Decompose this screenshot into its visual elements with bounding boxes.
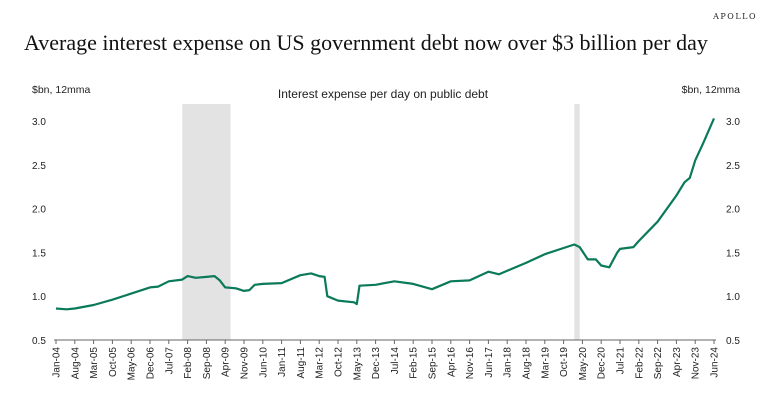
x-tick-label: Aug-11 [296,347,307,379]
y-tick-label-left: 0.5 [32,336,46,347]
x-tick-label: Jun-10 [258,347,269,378]
x-tick-label: Aug-04 [70,347,81,380]
chart-title: Interest expense per day on public debt [278,87,489,101]
x-tick-label: Dec-13 [371,347,382,380]
y-axis-label-right: $bn, 12mma [682,84,741,96]
y-ticks-left: 0.5 1.0 1.5 2.0 2.5 3.0 [32,117,46,347]
x-tick-label: Oct-05 [108,347,119,377]
x-tick-label: Sep-15 [428,347,439,380]
series-line [55,117,716,311]
y-tick-label-left: 1.0 [32,292,46,303]
recession-shade [182,104,231,340]
x-tick-label: Apr-16 [446,347,457,377]
x-tick-label: Nov-16 [465,347,476,380]
x-tick-label: Oct-12 [334,347,345,377]
x-tick-label: Sep-08 [202,347,213,380]
y-tick-label-left: 2.0 [32,205,46,216]
x-tick-label: Dec-06 [146,347,157,380]
x-tick-label: Jul-07 [164,347,175,375]
x-tick-label: Feb-08 [183,347,194,379]
x-ticks: Jan-04 Aug-04 Mar-05 Oct-05 May-06 Dec-06 Jul-… [52,340,721,380]
x-tick-label: Jun-17 [484,347,495,378]
x-tick-label: May-13 [352,347,363,381]
x-tick-label: Jun-24 [710,347,721,378]
y-ticks-right: 0.5 1.0 1.5 2.0 2.5 3.0 [726,117,740,347]
page-title: Average interest expense on US governmen… [24,30,708,55]
recession-shade [574,104,580,340]
apollo-logo: APOLLO [713,12,757,21]
y-tick-label-left: 1.5 [32,248,46,259]
y-tick-label-right: 1.0 [726,292,740,303]
x-tick-label: Dec-20 [597,347,608,380]
x-tick-label: Feb-22 [634,347,645,379]
x-tick-label: Jul-21 [616,347,627,375]
x-tick-label: Apr-09 [221,347,232,377]
y-tick-label-right: 3.0 [726,117,740,128]
x-tick-label: Mar-12 [315,347,326,379]
y-tick-label-right: 1.5 [726,248,740,259]
x-tick-label: Oct-19 [559,347,570,377]
x-tick-label: May-20 [578,347,589,381]
x-tick-label: Jan-11 [277,347,288,377]
y-axis-label-left: $bn, 12mma [32,84,91,96]
y-tick-label-right: 0.5 [726,336,740,347]
recession-shading [182,104,580,340]
y-tick-label-right: 2.5 [726,161,740,172]
x-tick-label: Nov-09 [240,347,251,380]
x-tick-label: Jul-14 [390,347,401,375]
x-tick-label: May-06 [127,347,138,381]
y-tick-label-left: 3.0 [32,117,46,128]
x-tick-label: Jan-04 [52,347,63,378]
x-tick-label: Mar-05 [89,347,100,379]
x-tick-label: Mar-19 [540,347,551,379]
x-tick-label: Aug-18 [522,347,533,380]
x-tick-label: Nov-23 [691,347,702,380]
x-tick-label: Feb-15 [409,347,420,379]
x-tick-label: Sep-22 [653,347,664,380]
x-tick-label: Apr-23 [672,347,683,377]
x-tick-label: Jan-18 [503,347,514,378]
y-tick-label-right: 2.0 [726,205,740,216]
y-tick-label-left: 2.5 [32,161,46,172]
